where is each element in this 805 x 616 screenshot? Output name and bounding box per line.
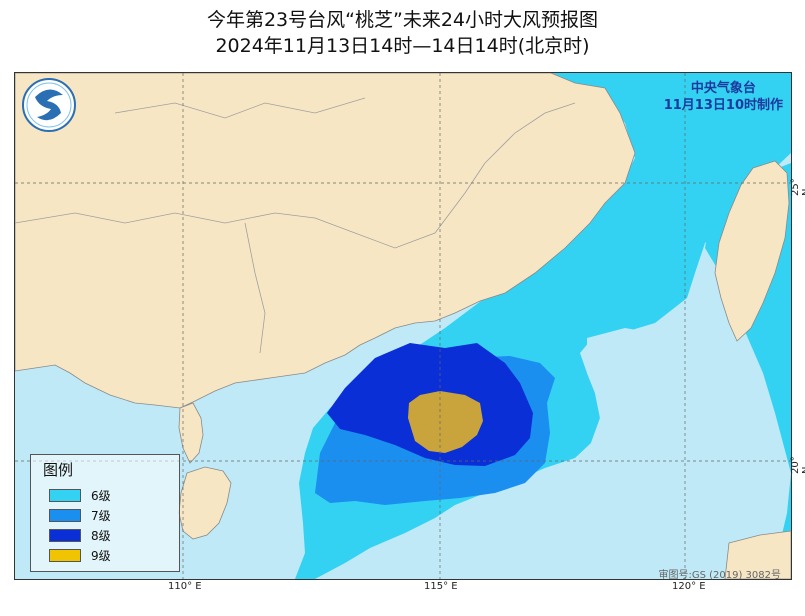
gale-level-9-area (408, 391, 483, 453)
luzon-land (724, 530, 791, 579)
province-border (484, 102, 576, 164)
legend-item: 6级 (49, 487, 111, 503)
province-border (114, 97, 366, 119)
lat-label-20: 20° N (790, 456, 805, 474)
legend-swatch-6 (49, 488, 81, 502)
legend-item: 9级 (49, 547, 111, 563)
province-border (244, 222, 266, 354)
taiwan-island (714, 160, 790, 342)
legend-item: 8级 (49, 527, 111, 543)
lon-label-120: 120° E (672, 581, 706, 592)
legend-label: 6级 (91, 488, 111, 503)
map-title: 今年第23号台风“桃芝”未来24小时大风预报图 (206, 9, 599, 31)
legend-label: 9级 (91, 548, 111, 563)
cma-logo-icon (22, 78, 76, 132)
lat-label-25: 25° N (790, 178, 805, 196)
legend-title: 图例 (43, 461, 74, 479)
issuer-block: 中央气象台 11月13日10时制作 (664, 80, 783, 114)
legend-swatch-9 (49, 548, 81, 562)
map-review-number: 审图号:GS (2019) 3082号 (658, 570, 781, 581)
issuer-name: 中央气象台 (690, 81, 756, 96)
leizhou-peninsula (178, 402, 204, 464)
legend-swatch-8 (49, 528, 81, 542)
legend-label: 8级 (91, 528, 111, 543)
calm-patch (587, 328, 755, 468)
graticule (15, 73, 791, 579)
legend-swatch-7 (49, 508, 81, 522)
map-subtitle: 2024年11月13日14时—14日14时(北京时) (215, 35, 590, 57)
province-border (15, 162, 486, 249)
legend-item: 7级 (49, 507, 111, 523)
lon-label-110: 110° E (168, 581, 202, 592)
mainland-land (15, 73, 636, 409)
lon-label-115: 115° E (424, 581, 458, 592)
legend: 图例 6级 7级 8级 9级 (30, 454, 180, 572)
legend-label: 7级 (91, 508, 111, 523)
issuer-time: 11月13日10时制作 (663, 98, 783, 113)
